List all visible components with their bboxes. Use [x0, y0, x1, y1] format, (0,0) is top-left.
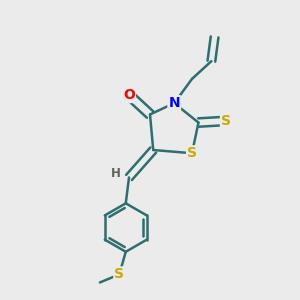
Text: S: S: [187, 146, 197, 160]
Text: S: S: [114, 267, 124, 281]
Text: O: O: [123, 88, 135, 102]
Text: H: H: [110, 167, 120, 180]
Text: N: N: [168, 96, 180, 110]
Text: S: S: [221, 114, 231, 128]
